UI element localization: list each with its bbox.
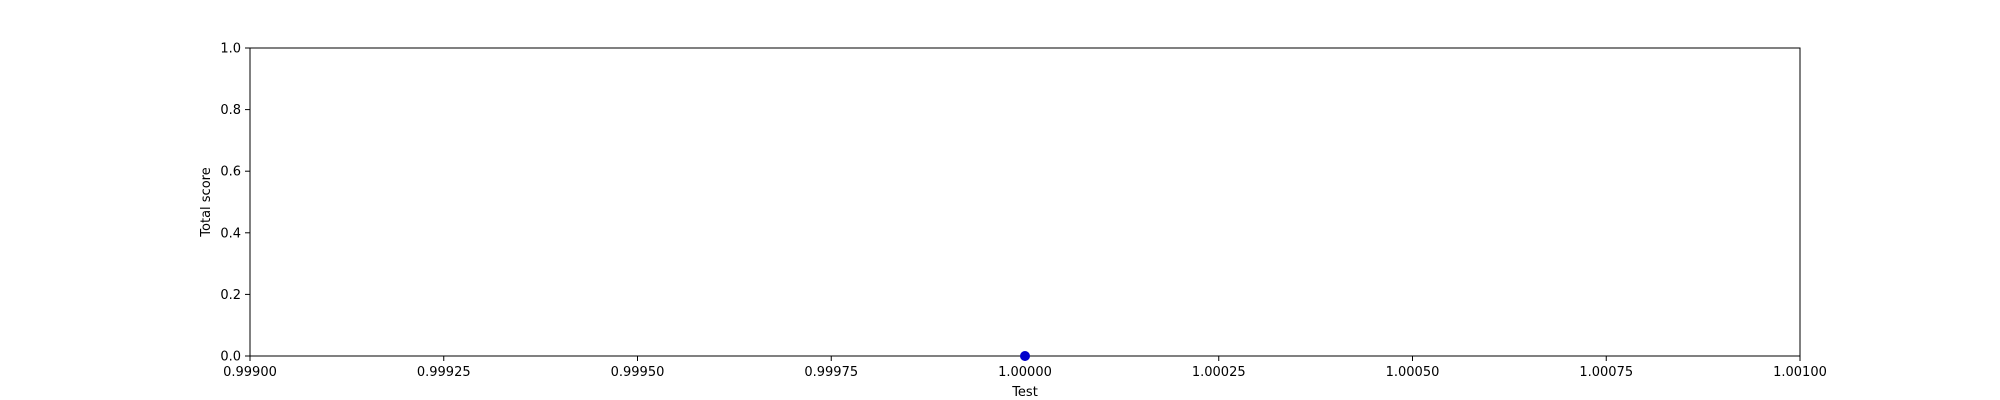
x-tick-label: 1.00000 [998,365,1052,380]
y-tick-label: 0.0 [220,350,241,365]
x-tick-label: 1.00100 [1773,365,1827,380]
y-tick-label: 0.2 [220,288,241,303]
y-tick-label: 0.8 [220,103,241,118]
data-point [1020,351,1030,361]
x-tick-label: 1.00075 [1579,365,1633,380]
x-tick-label: 1.00050 [1386,365,1440,380]
axes-frame [249,47,1801,357]
x-tick-label: 0.99950 [611,365,665,380]
y-tick-label: 0.6 [220,165,241,180]
y-tick-label: 0.4 [220,226,241,241]
x-tick-label: 0.99975 [804,365,858,380]
y-axis-label: Total score [199,167,214,237]
x-tick-label: 0.99900 [223,365,277,380]
x-tick-label: 0.99925 [417,365,471,380]
x-tick-label: 1.00025 [1192,365,1246,380]
y-tick-label: 1.0 [220,42,241,57]
x-axis-label: Test [1011,385,1038,400]
plot-area: 0.99900 0.99925 0.99950 0.99975 1.00000 1.000… [220,42,1827,381]
